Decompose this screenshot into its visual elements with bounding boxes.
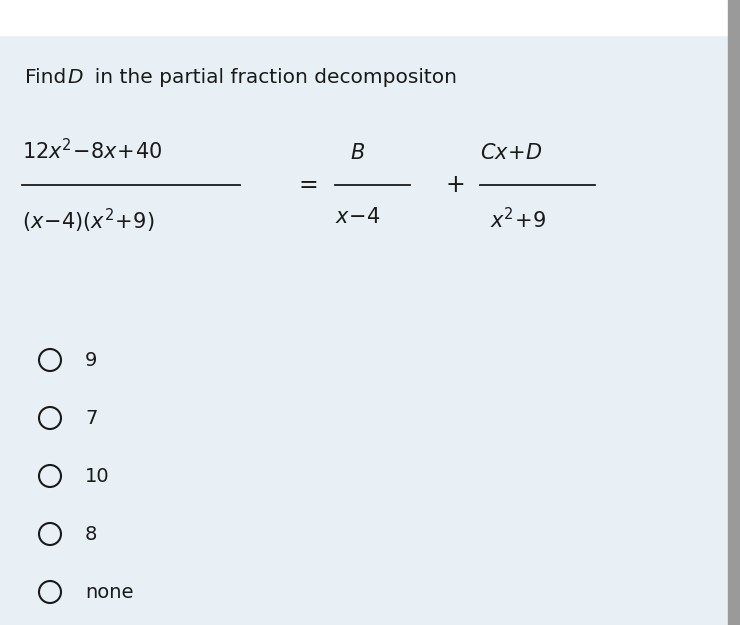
Text: $(x\!-\!4)(x^2\!+\!9)$: $(x\!-\!4)(x^2\!+\!9)$	[22, 207, 155, 235]
Text: 10: 10	[85, 466, 110, 486]
Text: $Cx\!+\!D$: $Cx\!+\!D$	[480, 143, 543, 163]
Text: 7: 7	[85, 409, 98, 428]
Text: $B$: $B$	[350, 143, 365, 163]
Bar	[728, 0, 740, 625]
Text: $x^2\!+\!9$: $x^2\!+\!9$	[490, 207, 547, 232]
Bar	[0, 0, 728, 35]
Text: $x\!-\!4$: $x\!-\!4$	[335, 207, 381, 227]
Text: Find: Find	[25, 68, 79, 87]
Text: +: +	[445, 173, 465, 197]
Text: =: =	[298, 173, 318, 197]
Text: none: none	[85, 582, 133, 601]
Text: 9: 9	[85, 351, 98, 369]
Text: $12x^2\!-\!8x\!+\!40$: $12x^2\!-\!8x\!+\!40$	[22, 138, 162, 163]
Text: in the partial fraction decompositon: in the partial fraction decompositon	[82, 68, 457, 87]
Text: $D$: $D$	[67, 68, 84, 87]
Text: 8: 8	[85, 524, 98, 544]
